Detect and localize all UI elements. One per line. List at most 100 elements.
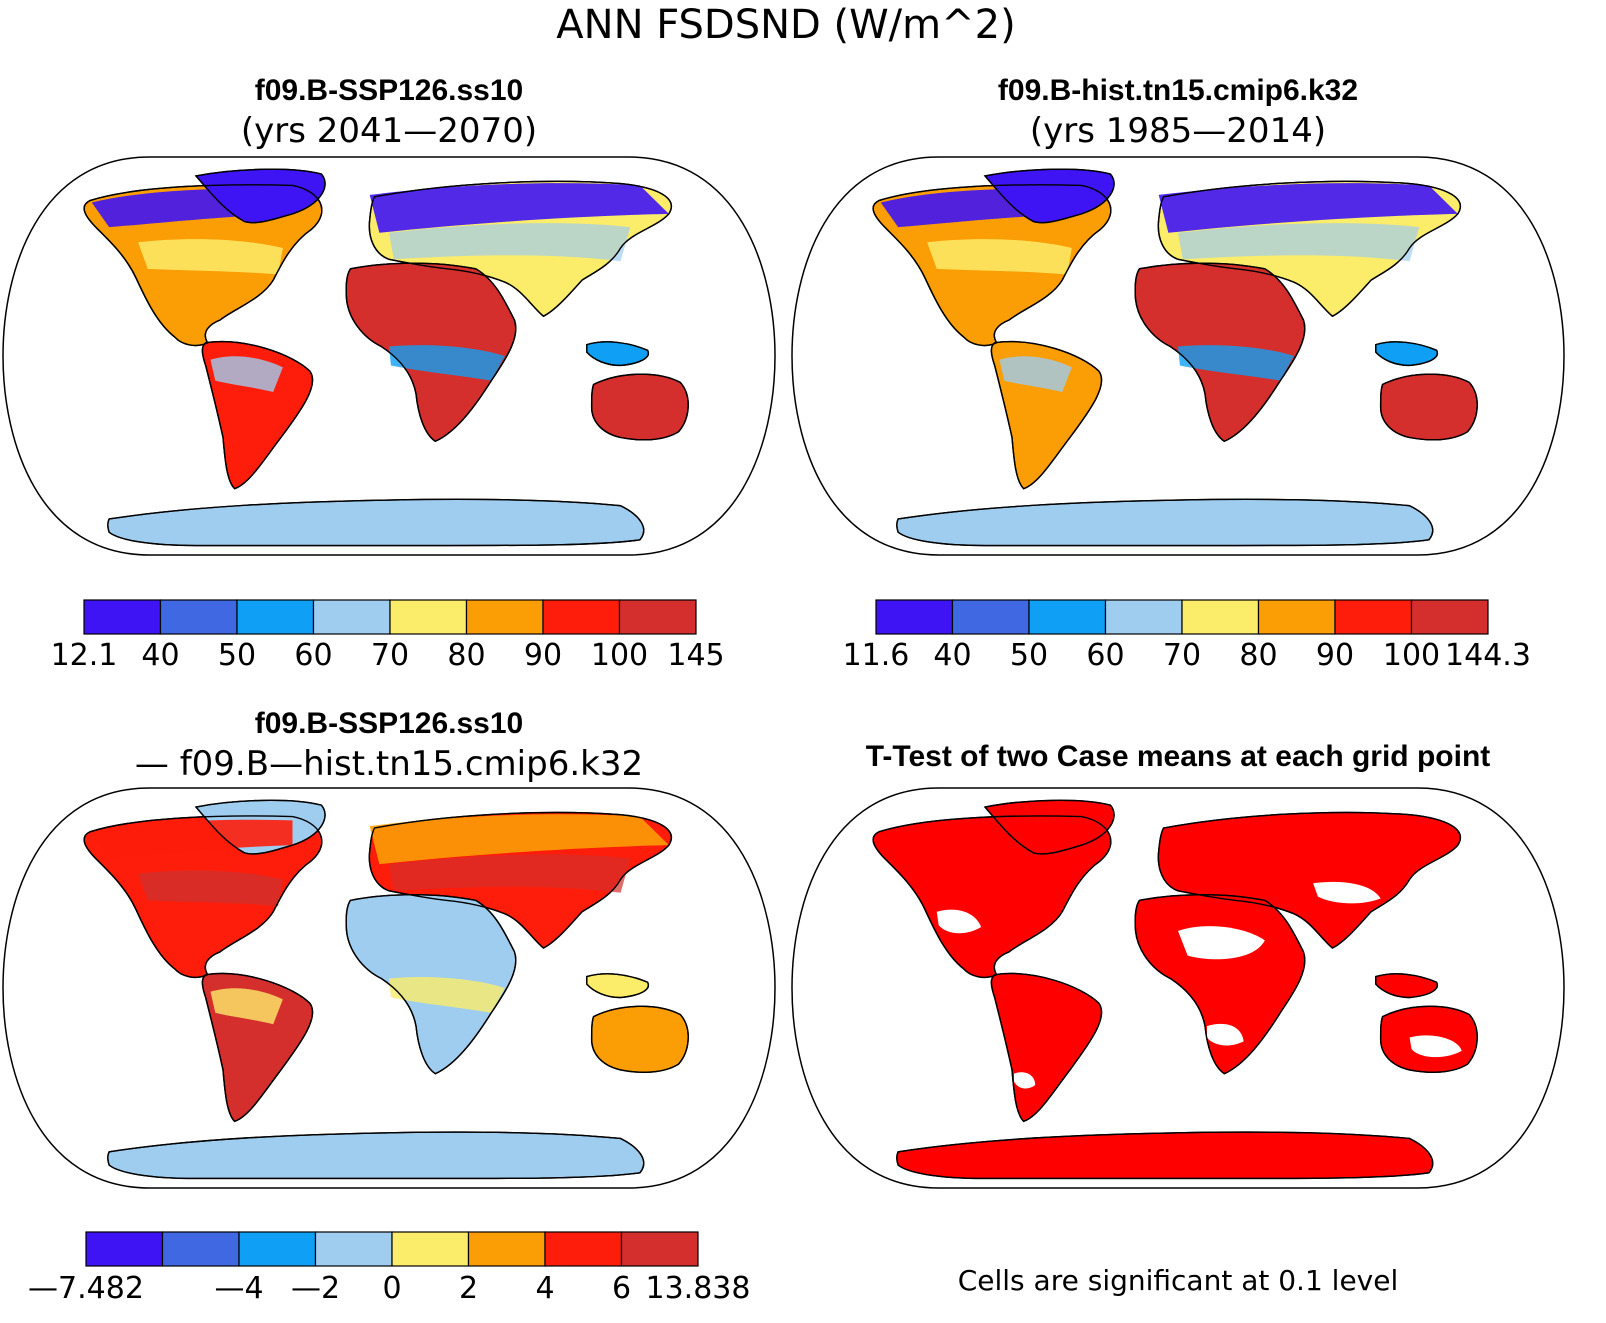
colorbar-swatch-6 — [544, 1231, 623, 1267]
nonsignificant-patch-2 — [936, 909, 982, 934]
colorbar-label-5: 80 — [1239, 638, 1277, 673]
colorbar-label-1: 40 — [933, 638, 971, 673]
panel-top-left: f09.B-SSP126.ss10 (yrs 2041—2070) 12.1 40 50… — [2, 74, 776, 673]
band-equatorial-africa-top-right — [1178, 345, 1294, 381]
band-mid-america-bottom-left — [138, 870, 283, 907]
band-amazon-bottom-left — [210, 988, 283, 1025]
panel-title-top-left: f09.B-SSP126.ss10 — [255, 74, 524, 107]
colorbar-swatch-5 — [1257, 599, 1336, 635]
colorbar-label-7: 6 — [612, 1271, 631, 1306]
colorbar-swatch-1 — [159, 599, 238, 635]
colorbar-swatch-0 — [83, 599, 162, 635]
panel-title-top-right: f09.B-hist.tn15.cmip6.k32 — [998, 74, 1358, 107]
band-north-top-left — [369, 183, 669, 233]
nonsignificant-patch-4 — [1206, 1023, 1244, 1046]
band-mid-eurasia-top-left — [389, 223, 631, 262]
colorbar-label-7: 100 — [591, 638, 648, 673]
band-north-bottom-left — [369, 814, 669, 865]
colorbar-swatch-4 — [1181, 599, 1260, 635]
colorbar-top-right: 11.6 40 50 60 70 80 90 100 144.3 — [843, 599, 1531, 673]
nonsignificant-patch-0 — [1178, 926, 1265, 960]
nonsignificant-patch-3 — [1409, 1035, 1462, 1058]
colorbar-bottom-left: —7.482 —4 —2 0 2 4 6 13.838 — [28, 1231, 751, 1306]
colorbar-label-2: —4 — [214, 1271, 263, 1306]
band-amazon-top-right — [999, 356, 1072, 393]
panel-title-bottom-left: f09.B-SSP126.ss10 — [255, 707, 524, 740]
panel-subtitle-bottom-left: — f09.B—hist.tn15.cmip6.k32 — [135, 744, 643, 784]
nonsignificant-patch-1 — [1313, 881, 1381, 904]
band-north-america-top-right — [880, 188, 1082, 228]
colorbar-swatch-0 — [85, 1231, 164, 1267]
colorbar-label-4: 70 — [1163, 638, 1201, 673]
band-north-america-top-left — [91, 188, 293, 228]
colorbar-label-5: 80 — [447, 638, 485, 673]
colorbar-label-8: 144.3 — [1445, 638, 1531, 673]
colorbar-swatch-4 — [389, 599, 468, 635]
colorbar-label-8: 13.838 — [646, 1271, 751, 1306]
map-top-right — [872, 168, 1478, 547]
colorbar-top-left: 12.1 40 50 60 70 80 90 100 145 — [51, 599, 725, 673]
colorbar-swatch-1 — [951, 599, 1030, 635]
colorbar-label-4: 70 — [371, 638, 409, 673]
band-mid-eurasia-bottom-left — [389, 854, 631, 893]
colorbar-swatch-5 — [465, 599, 544, 635]
figure-title: ANN FSDSND (W/m^2) — [556, 2, 1015, 48]
panel-bottom-right: T-Test of two Case means at each grid po… — [791, 740, 1565, 1297]
colorbar-label-2: 50 — [1010, 638, 1048, 673]
panel-title-bottom-right: T-Test of two Case means at each grid po… — [866, 740, 1491, 773]
map-bottom-left — [83, 799, 689, 1180]
colorbar-label-6: 4 — [535, 1271, 554, 1306]
band-equatorial-africa-bottom-left — [389, 977, 505, 1013]
colorbar-swatch-7 — [618, 599, 697, 635]
band-mid-america-top-left — [138, 239, 283, 275]
map-border-bottom-right — [791, 787, 1565, 1189]
map-border-bottom-left — [2, 787, 776, 1189]
colorbar-label-1: 40 — [141, 638, 179, 673]
colorbar-label-3: —2 — [291, 1271, 340, 1306]
colorbar-swatch-6 — [542, 599, 621, 635]
colorbar-label-0: —7.482 — [28, 1271, 144, 1306]
map-border-top-right — [791, 156, 1565, 556]
colorbar-swatch-0 — [875, 599, 954, 635]
map-bottom-right — [872, 799, 1478, 1180]
colorbar-swatch-2 — [238, 1231, 317, 1267]
colorbar-label-3: 60 — [294, 638, 332, 673]
colorbar-swatch-6 — [1334, 599, 1413, 635]
colorbar-swatch-1 — [161, 1231, 240, 1267]
band-north-america-bottom-left — [91, 819, 293, 859]
panel-top-right: f09.B-hist.tn15.cmip6.k32 (yrs 1985—2014)… — [791, 74, 1565, 673]
colorbar-label-2: 50 — [218, 638, 256, 673]
significance-note: Cells are significant at 0.1 level — [958, 1264, 1399, 1297]
colorbar-swatch-2 — [236, 599, 315, 635]
colorbar-swatch-5 — [467, 1231, 546, 1267]
map-top-left — [83, 168, 689, 547]
region-australia-top-left — [590, 373, 689, 441]
colorbar-swatch-2 — [1028, 599, 1107, 635]
colorbar-label-0: 12.1 — [51, 638, 118, 673]
band-mid-eurasia-top-right — [1178, 223, 1420, 262]
colorbar-label-6: 90 — [1316, 638, 1354, 673]
colorbar-label-8: 145 — [667, 638, 724, 673]
region-australia-top-right — [1379, 373, 1478, 441]
colorbar-label-0: 11.6 — [843, 638, 910, 673]
band-amazon-top-left — [210, 356, 283, 393]
colorbar-swatch-7 — [1410, 599, 1489, 635]
map-border-top-left — [2, 156, 776, 556]
panel-bottom-left: f09.B-SSP126.ss10 — f09.B—hist.tn15.cmip6… — [2, 707, 776, 1306]
colorbar-swatch-3 — [1104, 599, 1183, 635]
nonsignificant-patch-5 — [1013, 1072, 1036, 1089]
panel-subtitle-top-right: (yrs 1985—2014) — [1030, 111, 1326, 151]
colorbar-swatch-3 — [312, 599, 391, 635]
panel-subtitle-top-left: (yrs 2041—2070) — [241, 111, 537, 151]
colorbar-label-5: 2 — [459, 1271, 478, 1306]
band-north-top-right — [1158, 183, 1458, 233]
colorbar-swatch-3 — [314, 1231, 393, 1267]
colorbar-swatch-4 — [391, 1231, 470, 1267]
colorbar-swatch-7 — [620, 1231, 699, 1267]
colorbar-label-3: 60 — [1086, 638, 1124, 673]
colorbar-label-6: 90 — [524, 638, 562, 673]
band-equatorial-africa-top-left — [389, 345, 505, 381]
colorbar-label-4: 0 — [382, 1271, 401, 1306]
region-australia-bottom-left — [590, 1005, 689, 1073]
